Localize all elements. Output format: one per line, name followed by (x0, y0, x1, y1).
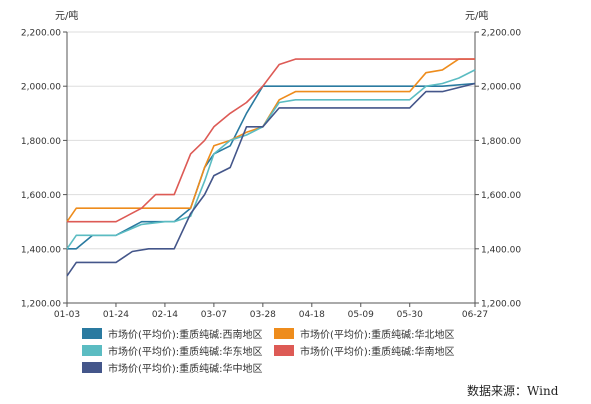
y-axis-unit-left: 元/吨 (55, 9, 78, 22)
x-tick-label: 06-27 (462, 310, 488, 320)
y-axis-unit-right: 元/吨 (465, 9, 488, 22)
legend-label-southwest: 市场价(平均价):重质纯碱:西南地区 (108, 329, 263, 341)
legend-label-north: 市场价(平均价):重质纯碱:华北地区 (300, 329, 455, 341)
legend-item-east[interactable]: 市场价(平均价):重质纯碱:华东地区 (82, 343, 263, 358)
y-tick-labels-right: 1,200.00 1,400.00 1,600.00 1,800.00 2,000.00… (475, 29, 521, 310)
series-line-0 (67, 82, 476, 250)
legend-swatch-north (274, 327, 294, 339)
series-line-2 (66, 69, 476, 250)
x-tick-labels: 01-03 01-24 02-14 03-07 03-28 04-18 05-09 05-30… (54, 303, 488, 320)
legend-item-north[interactable]: 市场价(平均价):重质纯碱:华北地区 (274, 326, 455, 341)
legend-item-south[interactable]: 市场价(平均价):重质纯碱:华南地区 (274, 343, 455, 358)
y-tick-label-right: 2,200.00 (481, 29, 521, 39)
legend-item-central[interactable]: 市场价(平均价):重质纯碱:华中地区 (82, 360, 263, 375)
y-tick-label-right: 1,400.00 (481, 245, 521, 255)
y-tick-label-right: 2,000.00 (481, 83, 521, 93)
y-tick-label-left: 1,800.00 (21, 137, 61, 147)
legend-item-southwest[interactable]: 市场价(平均价):重质纯碱:西南地区 (82, 326, 263, 341)
axes (66, 32, 476, 304)
y-tick-label-left: 2,000.00 (21, 83, 61, 93)
x-tick-label: 01-24 (103, 310, 129, 320)
legend-swatch-east (82, 344, 102, 356)
series-line-1 (66, 58, 475, 223)
grid-lines (67, 31, 475, 250)
y-tick-label-left: 1,200.00 (21, 300, 61, 310)
x-tick-label: 05-09 (348, 310, 374, 320)
x-tick-label: 02-14 (152, 310, 178, 320)
data-source-note: 数据来源：Wind (467, 384, 559, 398)
legend-swatch-south (274, 344, 294, 356)
legend-swatch-southwest (82, 327, 102, 339)
y-tick-label-left: 1,400.00 (21, 245, 61, 255)
series-line-4 (66, 82, 476, 277)
y-tick-label-right: 1,200.00 (481, 300, 521, 310)
y-tick-label-right: 1,600.00 (481, 191, 521, 201)
legend-label-east: 市场价(平均价):重质纯碱:华东地区 (108, 346, 263, 358)
x-tick-label: 04-18 (299, 310, 325, 320)
series-line-3 (67, 58, 475, 223)
x-tick-label: 03-07 (201, 310, 227, 320)
x-tick-label: 01-03 (54, 310, 80, 320)
y-tick-label-right: 1,800.00 (481, 137, 521, 147)
legend-label-central: 市场价(平均价):重质纯碱:华中地区 (108, 363, 263, 375)
x-tick-label: 03-28 (250, 310, 276, 320)
y-tick-labels-left: 1,200.00 1,400.00 1,600.00 1,800.00 2,000.00… (21, 29, 67, 310)
x-tick-label: 05-30 (397, 310, 423, 320)
series-lines (66, 58, 476, 277)
legend-label-south: 市场价(平均价):重质纯碱:华南地区 (300, 346, 455, 358)
y-tick-label-left: 2,200.00 (21, 29, 61, 39)
y-tick-label-left: 1,600.00 (21, 191, 61, 201)
legend-swatch-central (82, 361, 102, 373)
